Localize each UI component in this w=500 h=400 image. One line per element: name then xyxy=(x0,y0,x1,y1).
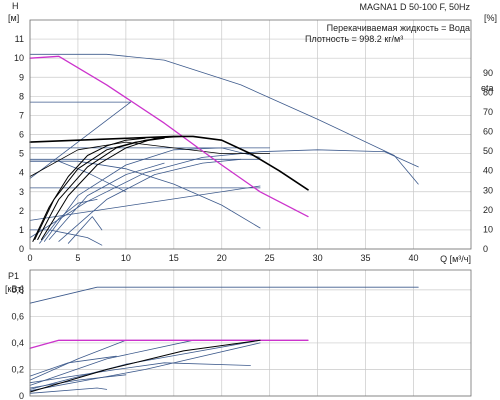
head-selected-series-2 xyxy=(32,137,146,242)
head-family-series-10 xyxy=(29,229,103,246)
efficiency-tick-label: 0 xyxy=(483,244,488,254)
density-annotation: Плотность = 998.2 кг/м³ xyxy=(305,34,403,44)
power-tick-label: 0,2 xyxy=(11,364,24,374)
power-family-series-9 xyxy=(29,374,127,389)
head-family-series-21 xyxy=(39,198,98,244)
power-axis-title: P1 xyxy=(8,271,19,281)
power-family-series-5 xyxy=(29,342,261,392)
power-tick-label: 0 xyxy=(19,391,24,400)
flow-tick-label: 0 xyxy=(27,253,32,263)
flow-tick-label: 30 xyxy=(313,253,323,263)
head-tick-label: 2 xyxy=(19,206,24,216)
fluid-annotation: Перекачиваемая жидкость = Вода xyxy=(327,23,470,33)
power-selected-series-10 xyxy=(29,339,261,393)
head-family-series-9 xyxy=(29,160,127,193)
flow-tick-label: 20 xyxy=(217,253,227,263)
head-family-series-0 xyxy=(29,53,419,185)
efficiency-tick-label: 30 xyxy=(483,185,493,195)
flow-tick-label: 5 xyxy=(75,253,80,263)
flow-tick-label: 25 xyxy=(265,253,275,263)
head-axis-unit: [м] xyxy=(8,13,19,23)
head-axis-title: H xyxy=(12,1,19,11)
head-chart-frame xyxy=(29,19,472,250)
flow-tick-label: 10 xyxy=(121,253,131,263)
efficiency-tick-label: 50 xyxy=(483,146,493,156)
power-magenta-series-1 xyxy=(29,339,309,349)
head-family-series-17 xyxy=(29,149,419,239)
head-tick-label: 6 xyxy=(19,130,24,140)
head-chart-series xyxy=(29,53,419,246)
efficiency-axis-unit: [%] xyxy=(484,13,497,23)
head-chart-grid xyxy=(29,20,471,250)
head-family-series-8 xyxy=(29,160,261,229)
head-selected-series-5 xyxy=(41,135,184,240)
head-family-series-18 xyxy=(44,147,261,242)
power-family-series-2 xyxy=(29,339,309,381)
head-family-series-13 xyxy=(29,185,261,221)
head-tick-label: 5 xyxy=(19,149,24,159)
head-family-series-22 xyxy=(48,162,165,240)
efficiency-tick-label: 40 xyxy=(483,166,493,176)
head-tick-label: 1 xyxy=(19,225,24,235)
head-tick-label: 4 xyxy=(19,168,24,178)
power-chart-frame xyxy=(29,269,472,397)
efficiency-tick-label: 10 xyxy=(483,224,493,234)
power-chart-grid xyxy=(29,270,471,397)
efficiency-tick-label: 80 xyxy=(483,87,493,97)
efficiency-tick-label: 90 xyxy=(483,68,493,78)
head-tick-label: 8 xyxy=(19,91,24,101)
head-chart-ticks: 0 5 10 15 20 25 30 35 40 0 1 2 3 4 5 6 7 8 9 10 11 0 10 20 30 40 5… xyxy=(14,34,493,263)
head-magenta-series-1 xyxy=(29,55,309,218)
efficiency-tick-label: 20 xyxy=(483,205,493,215)
head-efficiency-series-7 xyxy=(29,141,271,177)
power-family-series-7 xyxy=(29,387,108,394)
head-selected-series-6 xyxy=(29,135,309,191)
power-family-series-3 xyxy=(29,339,261,386)
flow-axis-label: Q [м³/ч] xyxy=(440,254,471,264)
chart-title: MAGNA1 D 50-100 F, 50Hz xyxy=(359,2,470,12)
head-tick-label: 7 xyxy=(19,110,24,120)
head-tick-label: 10 xyxy=(14,53,24,63)
power-family-series-0 xyxy=(29,286,419,304)
power-tick-label: 0,8 xyxy=(11,285,24,295)
power-tick-label: 0,6 xyxy=(11,311,24,321)
flow-tick-label: 35 xyxy=(361,253,371,263)
power-family-series-6 xyxy=(29,362,251,384)
power-tick-label: 0,4 xyxy=(11,338,24,348)
efficiency-tick-label: 60 xyxy=(483,127,493,137)
efficiency-axis-title: eta xyxy=(481,83,494,93)
head-family-series-20 xyxy=(67,216,103,244)
power-chart-ticks: 0 0,2 0,4 0,6 0,8 xyxy=(11,285,24,400)
flow-tick-label: 40 xyxy=(408,253,418,263)
head-family-series-19 xyxy=(58,158,242,242)
power-axis-unit: [кВт] xyxy=(5,284,24,294)
flow-tick-label: 15 xyxy=(169,253,179,263)
power-family-series-4 xyxy=(29,339,261,390)
head-tick-label: 11 xyxy=(15,34,24,44)
efficiency-tick-label: 70 xyxy=(483,107,493,117)
head-tick-label: 3 xyxy=(19,187,24,197)
power-chart-series xyxy=(29,286,419,394)
power-family-series-8 xyxy=(29,355,117,377)
head-tick-label: 0 xyxy=(19,244,24,254)
head-tick-label: 9 xyxy=(19,72,24,82)
